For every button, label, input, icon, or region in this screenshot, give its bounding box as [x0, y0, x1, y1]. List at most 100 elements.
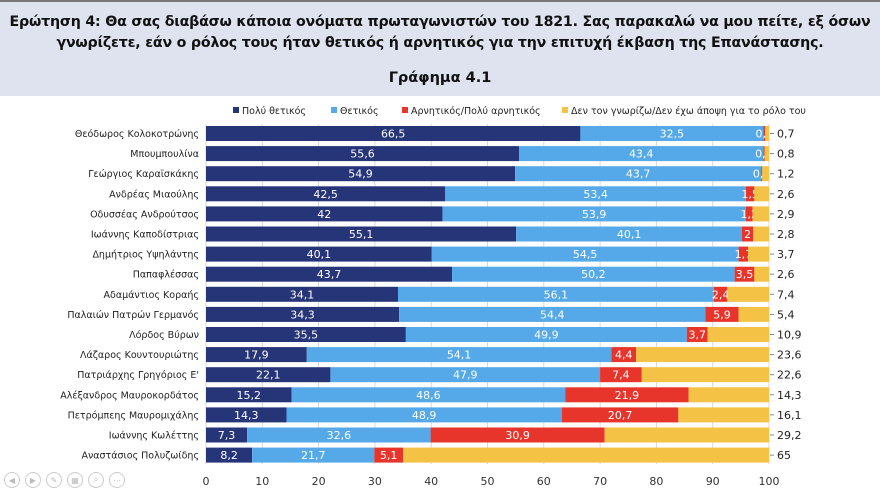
bar-segment [741, 226, 754, 242]
bar-segment [206, 367, 331, 383]
more-options-icon[interactable]: ⋯ [109, 472, 125, 488]
bar-segment [754, 266, 769, 282]
bar-segment [754, 186, 769, 202]
data-label: 21,7 [301, 449, 326, 462]
data-label: 1,7 [735, 248, 753, 261]
bar-segment [688, 387, 769, 403]
legend-swatch [233, 107, 239, 113]
bar-segment [561, 407, 679, 423]
bar-segment [206, 166, 516, 182]
bar-segment [678, 407, 769, 423]
slides-grid-icon[interactable]: ▦ [67, 472, 83, 488]
bar-segment [763, 146, 765, 162]
data-label: 0,8 [777, 148, 795, 161]
bar-segment [206, 266, 453, 282]
bar-segment [291, 387, 566, 403]
bar-segment [763, 126, 766, 141]
legend-label: Θετικός [340, 106, 379, 117]
bar-segment [727, 286, 769, 302]
x-tick-label: 40 [424, 475, 438, 488]
bar-segment [206, 407, 287, 423]
bar-segment [516, 226, 742, 242]
question-text: Ερώτηση 4: Θα σας διαβάσω κάποια ονόματα… [9, 14, 871, 51]
data-label: 7,4 [777, 288, 795, 301]
bar-segment [206, 327, 406, 342]
bar-segment [330, 367, 601, 383]
data-label: 23,6 [777, 349, 802, 362]
data-label: 53,9 [582, 208, 607, 221]
bar-segment [206, 387, 292, 403]
bar-segment [405, 327, 687, 342]
category-label: Λάζαρος Κουντουριώτης [80, 350, 199, 361]
data-label: 55,6 [350, 148, 375, 161]
legend-label: Αρνητικός/Πολύ αρνητικός [411, 106, 541, 117]
x-tick-label: 10 [255, 475, 269, 488]
data-label: 2 [744, 228, 751, 241]
bar-segment [611, 347, 637, 363]
legend-label: Δεν τον γνωρίζω/Δεν έχω άποψη για το ρόλ… [571, 106, 806, 117]
next-icon[interactable]: ▶ [25, 472, 41, 488]
data-label: 48,6 [416, 389, 441, 402]
stacked-bar-chart: 0 10 20 30 40 50 60 70 80 90 100 Πολύ θετικός Θετικό… [60, 106, 806, 488]
bar-segment [761, 166, 763, 182]
category-label: Δημήτριος Υψηλάντης [92, 250, 199, 261]
bar-segment [641, 367, 769, 383]
bar-segment [206, 246, 432, 262]
bar-segment [745, 206, 753, 222]
data-label: 4,4 [615, 349, 633, 362]
previous-icon[interactable]: ◀ [4, 472, 20, 488]
bar-segment [764, 146, 769, 162]
data-label: 40,1 [617, 228, 642, 241]
category-label: Ιωάννης Καποδίστριας [91, 230, 199, 241]
category-label: Μπουμπουλίνα [130, 149, 199, 160]
data-label: 43,4 [629, 148, 654, 161]
data-label: 3,7 [688, 329, 706, 342]
bar-segment [403, 447, 769, 463]
legend-swatch [402, 107, 408, 113]
data-label: 32,6 [327, 429, 352, 442]
data-label: 5,4 [777, 308, 795, 321]
bar-segment [397, 286, 714, 302]
pen-icon[interactable]: ✎ [46, 472, 62, 488]
data-label: 55,1 [349, 228, 374, 241]
bar-segment [707, 327, 769, 342]
x-tick-label: 60 [537, 475, 551, 488]
category-label: Γεώργιος Καραϊσκάκης [88, 169, 199, 180]
bar-segment [206, 347, 307, 363]
category-label: Λόρδος Βύρων [129, 330, 199, 341]
category-label: Οδυσσέας Ανδρούτσος [90, 209, 199, 220]
legend-swatch [562, 107, 568, 113]
slideshow-toolbar: ◀ ▶ ✎ ▦ ⌕ ⋯ [4, 472, 125, 488]
data-label: 47,9 [453, 369, 478, 382]
data-label: 22,6 [777, 369, 802, 382]
bar-segment [206, 427, 248, 443]
bar-segment [452, 266, 735, 282]
category-label: Πατριάρχης Γρηγόριος Ε' [77, 370, 199, 381]
bar-segment [206, 286, 398, 302]
category-label: Αλέξανδρος Μαυροκορδάτος [60, 390, 199, 401]
data-label: 42 [317, 208, 331, 221]
data-label: 42,5 [313, 188, 338, 201]
bar-segment [206, 226, 517, 242]
data-label: 15,2 [237, 389, 262, 402]
data-label: 54,9 [348, 168, 373, 181]
data-label: 3,7 [777, 248, 795, 261]
data-label: 34,3 [290, 308, 315, 321]
bar-segment [445, 186, 746, 202]
data-label: 0,7 [777, 128, 795, 141]
bar-segment [399, 306, 706, 322]
zoom-icon[interactable]: ⌕ [88, 472, 104, 488]
category-label: Παλαιών Πατρών Γερμανός [67, 310, 199, 321]
x-tick-label: 90 [706, 475, 720, 488]
bar-segment [765, 126, 769, 141]
data-label: 16,1 [777, 409, 802, 422]
bar-segment [442, 206, 746, 222]
data-label: 22,1 [256, 369, 281, 382]
data-label: 48,9 [412, 409, 437, 422]
bar-segment [430, 427, 605, 443]
legend-swatch [331, 107, 337, 113]
data-label: 65 [777, 449, 791, 462]
data-label: 53,4 [583, 188, 608, 201]
data-label: 66,5 [381, 128, 406, 141]
data-label: 56,1 [544, 288, 569, 301]
